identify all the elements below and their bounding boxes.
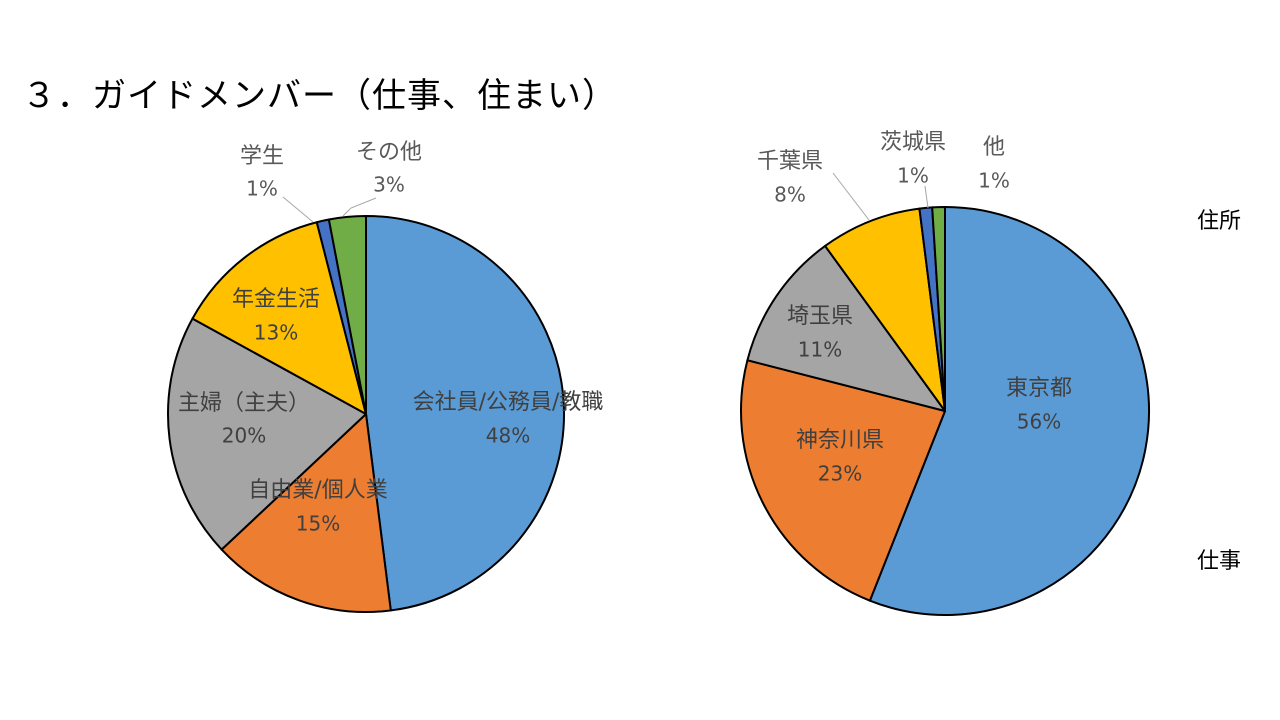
pie1-slice-label-2: 埼玉県 xyxy=(787,304,853,329)
pie0-slice-0 xyxy=(365,215,565,612)
pie-chart-residence: 東京都 56% 神奈川県 23% 埼玉県 11% 千葉県 8% 茨城県 1% 他 1% xyxy=(740,130,1150,616)
pie0-slice-percent-3: 13% xyxy=(254,321,298,345)
pie0-slice-label-0: 会社員/公務員/教職 xyxy=(413,390,604,415)
pie1-slice-0 xyxy=(868,206,1150,616)
pie0-slice-3 xyxy=(191,221,367,415)
pie1-slice-percent-5: 1% xyxy=(978,169,1010,193)
pie0-slice-percent-4: 1% xyxy=(246,177,278,201)
pie0-slice-5 xyxy=(327,215,367,415)
pie1-slice-percent-2: 11% xyxy=(798,338,842,362)
pie1-slice-label-3: 千葉県 xyxy=(757,149,823,174)
pie0-slice-percent-1: 15% xyxy=(296,512,340,536)
pie0-slice-2 xyxy=(167,317,367,551)
pie1-slice-2 xyxy=(746,244,946,412)
pie0-slice-percent-0: 48% xyxy=(486,424,530,448)
pie1-slice-label-0: 東京都 xyxy=(1006,376,1072,401)
pie1-slice-5 xyxy=(931,205,946,412)
pie0-slice-label-4: 学生 xyxy=(240,144,284,169)
pie0-slice-percent-5: 3% xyxy=(373,173,405,197)
pie1-slice-label-1: 神奈川県 xyxy=(796,428,884,453)
pie1-slice-label-5: 他 xyxy=(983,135,1005,160)
pie0-leader-line-5 xyxy=(342,197,377,217)
pie1-slice-1 xyxy=(740,359,946,602)
pie1-slice-percent-0: 56% xyxy=(1017,410,1061,434)
pie1-slice-percent-1: 23% xyxy=(818,462,862,486)
pie0-slice-percent-2: 20% xyxy=(222,424,266,448)
slide-title: ３．ガイドメンバー（仕事、住まい） xyxy=(22,76,617,116)
pie1-slice-3 xyxy=(824,207,946,412)
label-residence: 住所 xyxy=(1197,209,1242,234)
pie0-slice-1 xyxy=(220,413,392,613)
label-occupation: 仕事 xyxy=(1197,549,1242,574)
pie1-slice-percent-4: 1% xyxy=(897,164,929,188)
pie1-slice-percent-3: 8% xyxy=(774,183,806,207)
pie0-leader-line-4 xyxy=(282,196,314,223)
pie0-slice-label-2: 主婦（主夫） xyxy=(178,391,310,416)
pie0-slice-label-3: 年金生活 xyxy=(232,287,320,312)
pie0-slice-label-1: 自由業/個人業 xyxy=(248,478,387,503)
pie0-slice-label-5: その他 xyxy=(356,140,422,165)
pie1-leader-line-3 xyxy=(832,172,870,221)
pie1-leader-line-4 xyxy=(924,185,929,209)
pie1-slice-label-4: 茨城県 xyxy=(880,130,946,155)
pie-chart-occupation: 会社員/公務員/教職 48% 自由業/個人業 15% 主婦（主夫） 20% 年金生活 13% 学… xyxy=(167,140,604,613)
